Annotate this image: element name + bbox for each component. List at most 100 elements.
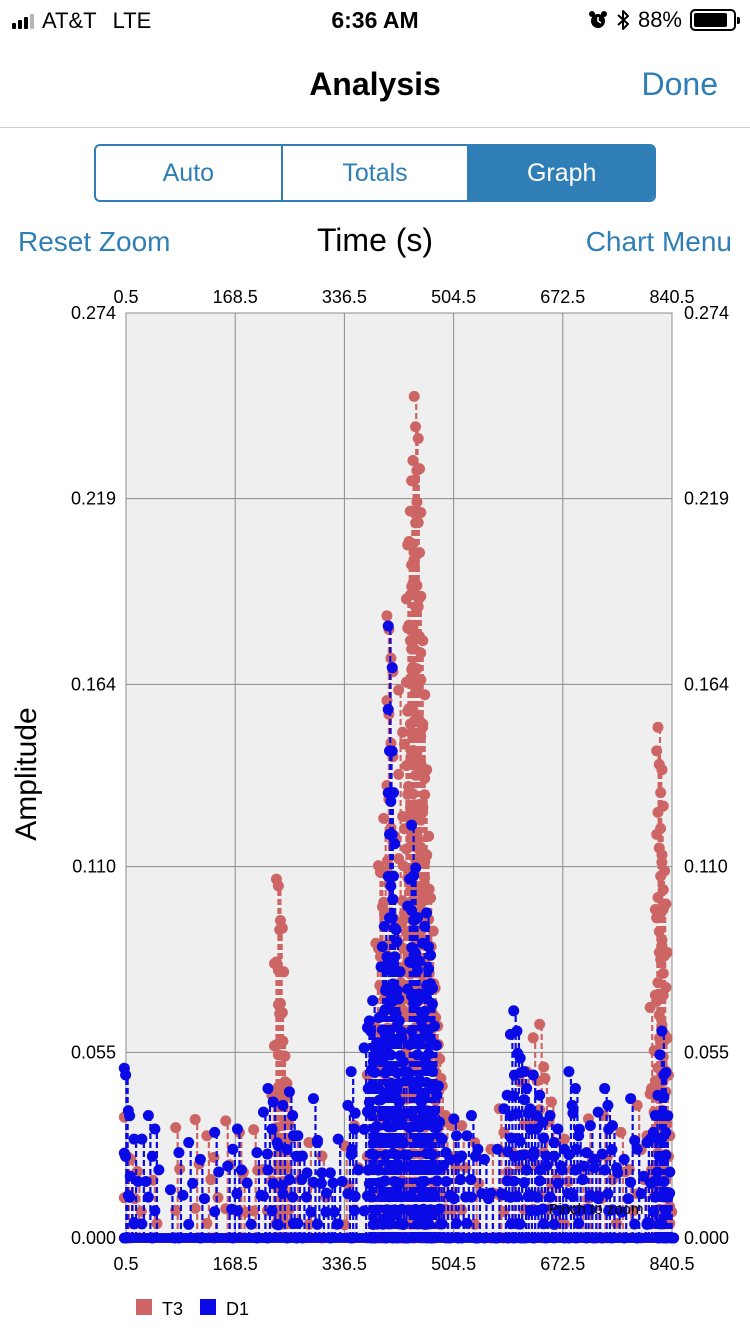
data-point xyxy=(275,1008,287,1020)
chart-title: Time (s) xyxy=(316,222,434,258)
data-point xyxy=(428,1039,440,1051)
status-right: 88% xyxy=(588,7,740,33)
data-point xyxy=(369,1123,381,1135)
data-point xyxy=(220,1115,232,1127)
data-point xyxy=(485,1187,497,1199)
data-point xyxy=(537,1116,549,1128)
data-point xyxy=(606,1232,618,1244)
data-point xyxy=(518,1066,530,1078)
reset-zoom-button[interactable]: Reset Zoom xyxy=(18,226,171,257)
data-point xyxy=(423,941,435,953)
data-point xyxy=(231,1205,243,1217)
segment-graph[interactable]: Graph xyxy=(469,146,654,200)
data-point xyxy=(580,1147,592,1159)
data-point xyxy=(423,830,435,842)
signal-strength-icon xyxy=(12,13,34,29)
data-point xyxy=(413,593,425,605)
data-point xyxy=(189,1114,201,1126)
data-point xyxy=(424,978,436,990)
data-point xyxy=(277,1099,289,1111)
segment-totals[interactable]: Totals xyxy=(283,146,470,200)
data-point xyxy=(436,1133,448,1145)
data-point xyxy=(570,1144,582,1156)
data-point xyxy=(424,1147,436,1159)
data-point xyxy=(606,1144,618,1156)
data-point xyxy=(444,1153,456,1165)
chart-menu-button[interactable]: Chart Menu xyxy=(585,226,732,257)
data-point xyxy=(146,1150,158,1162)
data-point xyxy=(444,1232,456,1244)
data-point xyxy=(183,1218,195,1230)
data-point xyxy=(491,1143,503,1155)
data-point xyxy=(352,1164,364,1176)
data-point xyxy=(124,1170,136,1182)
data-point xyxy=(411,1218,423,1230)
data-point xyxy=(358,1123,370,1135)
y-tick-label-left: 0.110 xyxy=(72,857,116,877)
data-point xyxy=(136,1218,148,1230)
data-point xyxy=(518,1232,530,1244)
data-point xyxy=(389,838,401,850)
data-point xyxy=(227,1143,239,1155)
data-point xyxy=(132,1175,144,1187)
data-point xyxy=(391,985,403,997)
data-point xyxy=(385,880,397,892)
data-point xyxy=(393,1096,405,1108)
data-point xyxy=(427,925,439,937)
data-point xyxy=(570,1232,582,1244)
data-point xyxy=(552,1177,564,1189)
amplitude-chart[interactable]: 0.5 0.5 168.5 168.5 336.5 336.5 504.5 504.5 672.… xyxy=(0,276,750,1334)
data-point xyxy=(358,1205,370,1217)
data-point xyxy=(146,1232,158,1244)
data-point xyxy=(566,1188,578,1200)
x-tick-label-bottom: 672.5 xyxy=(540,1254,585,1274)
data-point xyxy=(406,819,418,831)
data-point xyxy=(618,1153,630,1165)
data-point xyxy=(527,1032,539,1044)
data-point xyxy=(448,1113,460,1125)
data-point xyxy=(382,703,394,715)
data-point xyxy=(417,891,429,903)
data-point xyxy=(647,1206,659,1218)
data-point xyxy=(548,1136,560,1148)
data-point xyxy=(531,1191,543,1203)
data-point xyxy=(173,1232,185,1244)
data-point xyxy=(410,997,422,1009)
data-point xyxy=(606,1204,618,1216)
data-point xyxy=(461,1217,473,1229)
legend-swatch-d1 xyxy=(200,1299,216,1315)
data-point xyxy=(378,812,390,824)
data-point xyxy=(450,1130,462,1142)
data-point xyxy=(328,1206,340,1218)
data-point xyxy=(311,1136,323,1148)
data-point xyxy=(661,946,673,958)
data-point xyxy=(382,620,394,632)
data-point xyxy=(287,1191,299,1203)
data-point xyxy=(251,1232,263,1244)
done-button[interactable]: Done xyxy=(641,66,719,102)
data-point xyxy=(559,1203,571,1215)
data-point xyxy=(222,1160,234,1172)
data-point xyxy=(415,731,427,743)
data-point xyxy=(413,843,425,855)
y-tick-label-right: 0.164 xyxy=(684,674,729,694)
data-point xyxy=(209,1206,221,1218)
data-point xyxy=(434,1203,446,1215)
data-point xyxy=(629,1218,641,1230)
data-point xyxy=(281,1144,293,1156)
pinch-to-zoom-hint: Pinch to zoom xyxy=(548,1201,643,1218)
x-tick-label-top: 168.5 xyxy=(213,287,258,307)
data-point xyxy=(584,1204,596,1216)
data-point xyxy=(311,1218,323,1230)
data-point xyxy=(388,787,400,799)
data-point xyxy=(177,1189,189,1201)
data-point xyxy=(376,941,388,953)
data-point xyxy=(345,1149,357,1161)
y-tick-label-right: 0.274 xyxy=(684,303,729,323)
data-point xyxy=(584,1120,596,1132)
data-point xyxy=(534,1175,546,1187)
data-point xyxy=(436,1218,448,1230)
data-point xyxy=(396,1032,408,1044)
data-point xyxy=(120,1069,132,1081)
segment-auto[interactable]: Auto xyxy=(96,146,283,200)
